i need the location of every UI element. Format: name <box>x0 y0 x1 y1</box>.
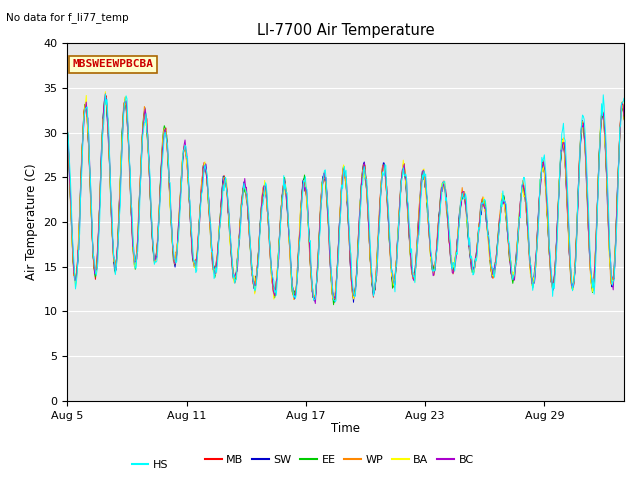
EE <box>212 258 220 264</box>
SW <box>570 283 577 288</box>
EE <box>100 97 108 103</box>
HS <box>332 299 339 305</box>
Legend: HS: HS <box>127 456 173 474</box>
EE <box>246 237 253 243</box>
EE <box>155 221 163 227</box>
WP <box>79 131 87 136</box>
EE <box>63 124 71 130</box>
SW <box>155 217 163 223</box>
WP <box>620 117 628 123</box>
WP <box>246 237 253 242</box>
HS <box>246 231 253 237</box>
Line: EE: EE <box>67 100 624 305</box>
Text: MBSWEEWPBCBA: MBSWEEWPBCBA <box>73 60 154 69</box>
BC <box>155 226 163 231</box>
SW <box>79 128 87 134</box>
BC <box>102 91 109 97</box>
Text: No data for f_li77_temp: No data for f_li77_temp <box>6 12 129 23</box>
EE <box>330 302 337 308</box>
EE <box>570 283 577 288</box>
BA <box>79 132 87 138</box>
BC <box>63 123 71 129</box>
BC <box>246 236 253 241</box>
MB <box>330 300 338 305</box>
BC <box>312 300 319 306</box>
BC <box>620 113 628 119</box>
Title: LI-7700 Air Temperature: LI-7700 Air Temperature <box>257 23 435 38</box>
BA <box>620 112 628 118</box>
MB <box>534 226 541 231</box>
BA <box>246 236 253 241</box>
EE <box>79 132 87 138</box>
MB <box>212 263 220 268</box>
SW <box>620 112 628 118</box>
X-axis label: Time: Time <box>331 422 360 435</box>
BA <box>102 89 109 95</box>
BC <box>79 133 87 139</box>
MB <box>620 112 628 118</box>
BA <box>212 265 220 271</box>
HS <box>212 270 220 276</box>
WP <box>63 126 71 132</box>
HS <box>534 235 541 240</box>
WP <box>570 284 577 289</box>
BC <box>534 230 541 236</box>
MB <box>63 122 71 128</box>
Y-axis label: Air Temperature (C): Air Temperature (C) <box>25 164 38 280</box>
MB <box>79 132 87 138</box>
HS <box>155 226 163 231</box>
BA <box>290 297 298 302</box>
SW <box>63 127 71 132</box>
SW <box>102 96 110 101</box>
HS <box>79 135 87 141</box>
WP <box>534 223 541 229</box>
MB <box>570 283 577 289</box>
SW <box>534 223 541 229</box>
HS <box>620 96 628 101</box>
Line: BA: BA <box>67 92 624 300</box>
BC <box>212 262 220 267</box>
WP <box>212 256 220 262</box>
SW <box>246 240 253 246</box>
MB <box>102 93 110 99</box>
BC <box>570 285 577 290</box>
MB <box>155 223 163 228</box>
EE <box>534 227 541 232</box>
BA <box>155 224 163 230</box>
Line: HS: HS <box>67 94 624 302</box>
MB <box>246 237 253 242</box>
HS <box>102 91 109 97</box>
SW <box>349 300 357 305</box>
HS <box>570 281 577 287</box>
Legend: MB, SW, EE, WP, BA, BC: MB, SW, EE, WP, BA, BC <box>200 451 478 469</box>
BA <box>63 132 71 137</box>
Line: SW: SW <box>67 98 624 302</box>
BA <box>534 229 541 235</box>
HS <box>63 129 71 134</box>
Line: WP: WP <box>67 99 624 300</box>
WP <box>102 96 109 102</box>
SW <box>212 257 220 263</box>
EE <box>620 116 628 122</box>
BA <box>570 287 577 292</box>
Line: MB: MB <box>67 96 624 302</box>
Line: BC: BC <box>67 94 624 303</box>
WP <box>155 223 163 229</box>
WP <box>310 297 318 303</box>
